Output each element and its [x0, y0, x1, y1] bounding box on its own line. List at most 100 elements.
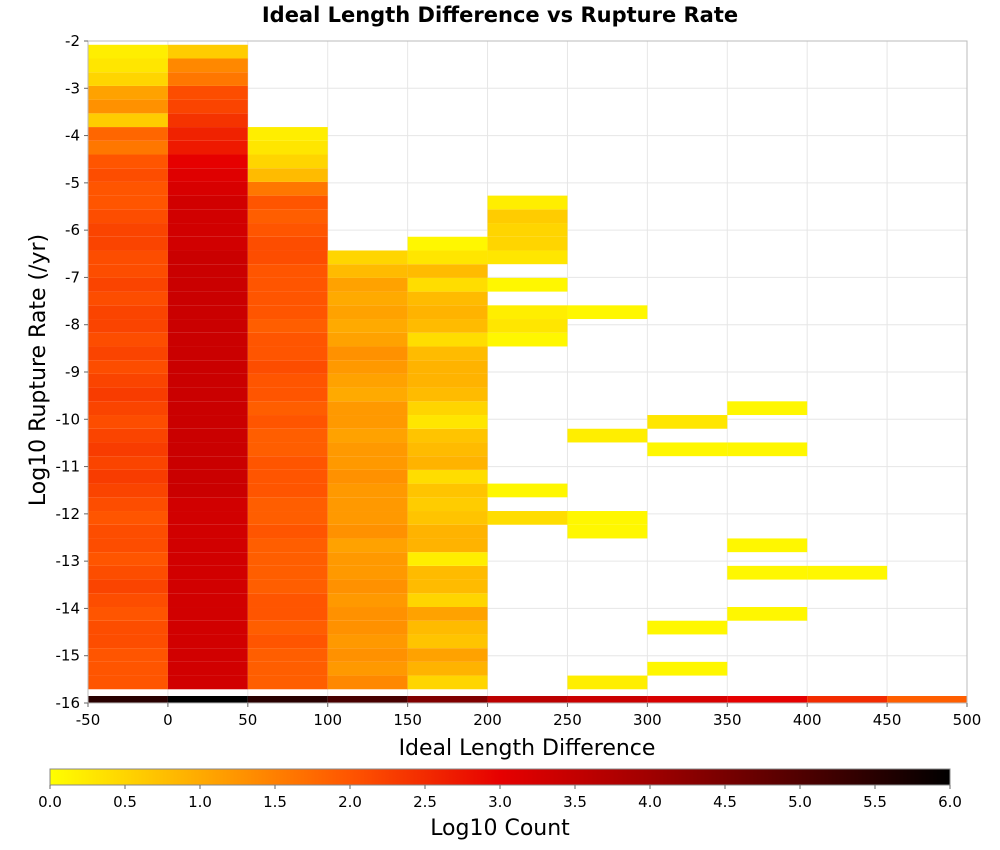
colorbar-tick-label: 2.5 [413, 793, 437, 811]
colorbar-ticks: 0.0 0.5 1.0 1.5 2.0 2.5 3.0 3.5 4.0 4.5 5.0 5.5 6.0 [38, 785, 962, 811]
heatmap-cell [88, 250, 168, 265]
heatmap-cell [407, 565, 488, 580]
heatmap-cell [407, 634, 488, 649]
heatmap-cell [88, 236, 168, 251]
heatmap-cell [327, 648, 408, 662]
heatmap-cell [167, 44, 248, 59]
heatmap-cell [247, 634, 328, 649]
heatmap-cell [167, 332, 248, 347]
heatmap-cell [88, 593, 168, 608]
heatmap-cell [167, 442, 248, 457]
x-axis-ticks: -50 0 50 100 150 200 250 300 350 400 450 500 [76, 703, 981, 729]
heatmap-cell [407, 497, 488, 512]
colorbar-tick-label: 1.0 [188, 793, 212, 811]
heatmap-cell [407, 661, 488, 676]
heatmap-cell [88, 195, 168, 210]
heatmap-cell [247, 661, 328, 676]
heatmap-cell [567, 511, 648, 525]
heatmap-cell [327, 524, 408, 539]
y-tick-label: -7 [65, 268, 80, 286]
heatmap-cell [167, 565, 248, 580]
heatmap-cell [487, 483, 568, 498]
x-tick-label: 200 [473, 711, 502, 729]
heatmap-cell [167, 99, 248, 114]
heatmap-cell [167, 373, 248, 388]
y-tick-label: -16 [56, 694, 81, 712]
y-axis-ticks: -2 -3 -4 -5 -6 -7 -8 -9 -10 -11 -12 -13 -14 -15 -16 [56, 32, 88, 712]
heatmap-cell [407, 305, 488, 320]
heatmap-cell [327, 291, 408, 306]
heatmap-cell [88, 696, 168, 703]
heatmap-cell [167, 291, 248, 306]
heatmap-cell [247, 127, 328, 141]
heatmap-cell [247, 696, 328, 703]
y-tick-label: -6 [65, 221, 80, 239]
heatmap-cell [88, 415, 168, 429]
heatmap-cell [167, 387, 248, 402]
heatmap-cell [167, 168, 248, 182]
heatmap-cell [407, 469, 488, 484]
heatmap-cell [167, 236, 248, 251]
heatmap-cell [567, 675, 648, 690]
heatmap-cell [327, 620, 408, 635]
heatmap-cell [407, 620, 488, 635]
heatmap-cell [88, 524, 168, 539]
heatmap-cell [247, 415, 328, 429]
heatmap-cell [167, 277, 248, 292]
heatmap-cell [88, 456, 168, 470]
heatmap-cell [727, 696, 808, 703]
heatmap-cell [167, 346, 248, 361]
heatmap-cell [247, 154, 328, 169]
heatmap-cell [407, 538, 488, 553]
heatmap-cell [407, 291, 488, 306]
heatmap-cell [407, 648, 488, 662]
heatmap-cell [88, 469, 168, 484]
heatmap-cell [167, 607, 248, 621]
heatmap-cell [407, 696, 488, 703]
heatmap-cell [247, 497, 328, 512]
heatmap-cell [327, 607, 408, 621]
heatmap-cell [407, 332, 488, 347]
heatmap-cell [487, 223, 568, 237]
heatmap-cell [88, 72, 168, 86]
heatmap-cell [327, 415, 408, 429]
heatmap-cell [487, 250, 568, 265]
heatmap-cell [327, 401, 408, 416]
heatmap-cell [407, 319, 488, 333]
heatmap-cell [88, 620, 168, 635]
heatmap-cell [247, 387, 328, 402]
heatmap-cell [487, 319, 568, 333]
heatmap-cell [167, 181, 248, 196]
heatmap-cell [167, 497, 248, 512]
chart-title: Ideal Length Difference vs Rupture Rate [262, 3, 738, 27]
x-tick-label: 300 [633, 711, 662, 729]
heatmap-cell [247, 264, 328, 278]
heatmap-cell [247, 469, 328, 484]
colorbar [49, 768, 951, 786]
heatmap-cell [167, 360, 248, 374]
y-tick-label: -4 [65, 127, 80, 145]
heatmap-cells [88, 44, 967, 703]
y-tick-label: -8 [65, 316, 80, 334]
heatmap-cell [247, 140, 328, 155]
y-tick-label: -2 [65, 32, 80, 50]
heatmap-cell [407, 456, 488, 470]
heatmap-cell [167, 195, 248, 210]
heatmap-cell [407, 511, 488, 525]
y-tick-label: -10 [56, 410, 81, 428]
heatmap-cell [727, 607, 808, 621]
x-axis-label: Ideal Length Difference [399, 736, 656, 761]
heatmap-cell [167, 579, 248, 594]
heatmap-cell [487, 305, 568, 320]
colorbar-tick-label: 5.5 [863, 793, 887, 811]
heatmap-cell [167, 140, 248, 155]
x-tick-label: 100 [313, 711, 342, 729]
heatmap-cell [487, 209, 568, 224]
heatmap-cell [247, 483, 328, 498]
heatmap-cell [167, 552, 248, 566]
heatmap-cell [807, 565, 888, 580]
heatmap-cell [88, 373, 168, 388]
heatmap-cell [247, 648, 328, 662]
heatmap-cell [88, 607, 168, 621]
heatmap-cell [247, 456, 328, 470]
